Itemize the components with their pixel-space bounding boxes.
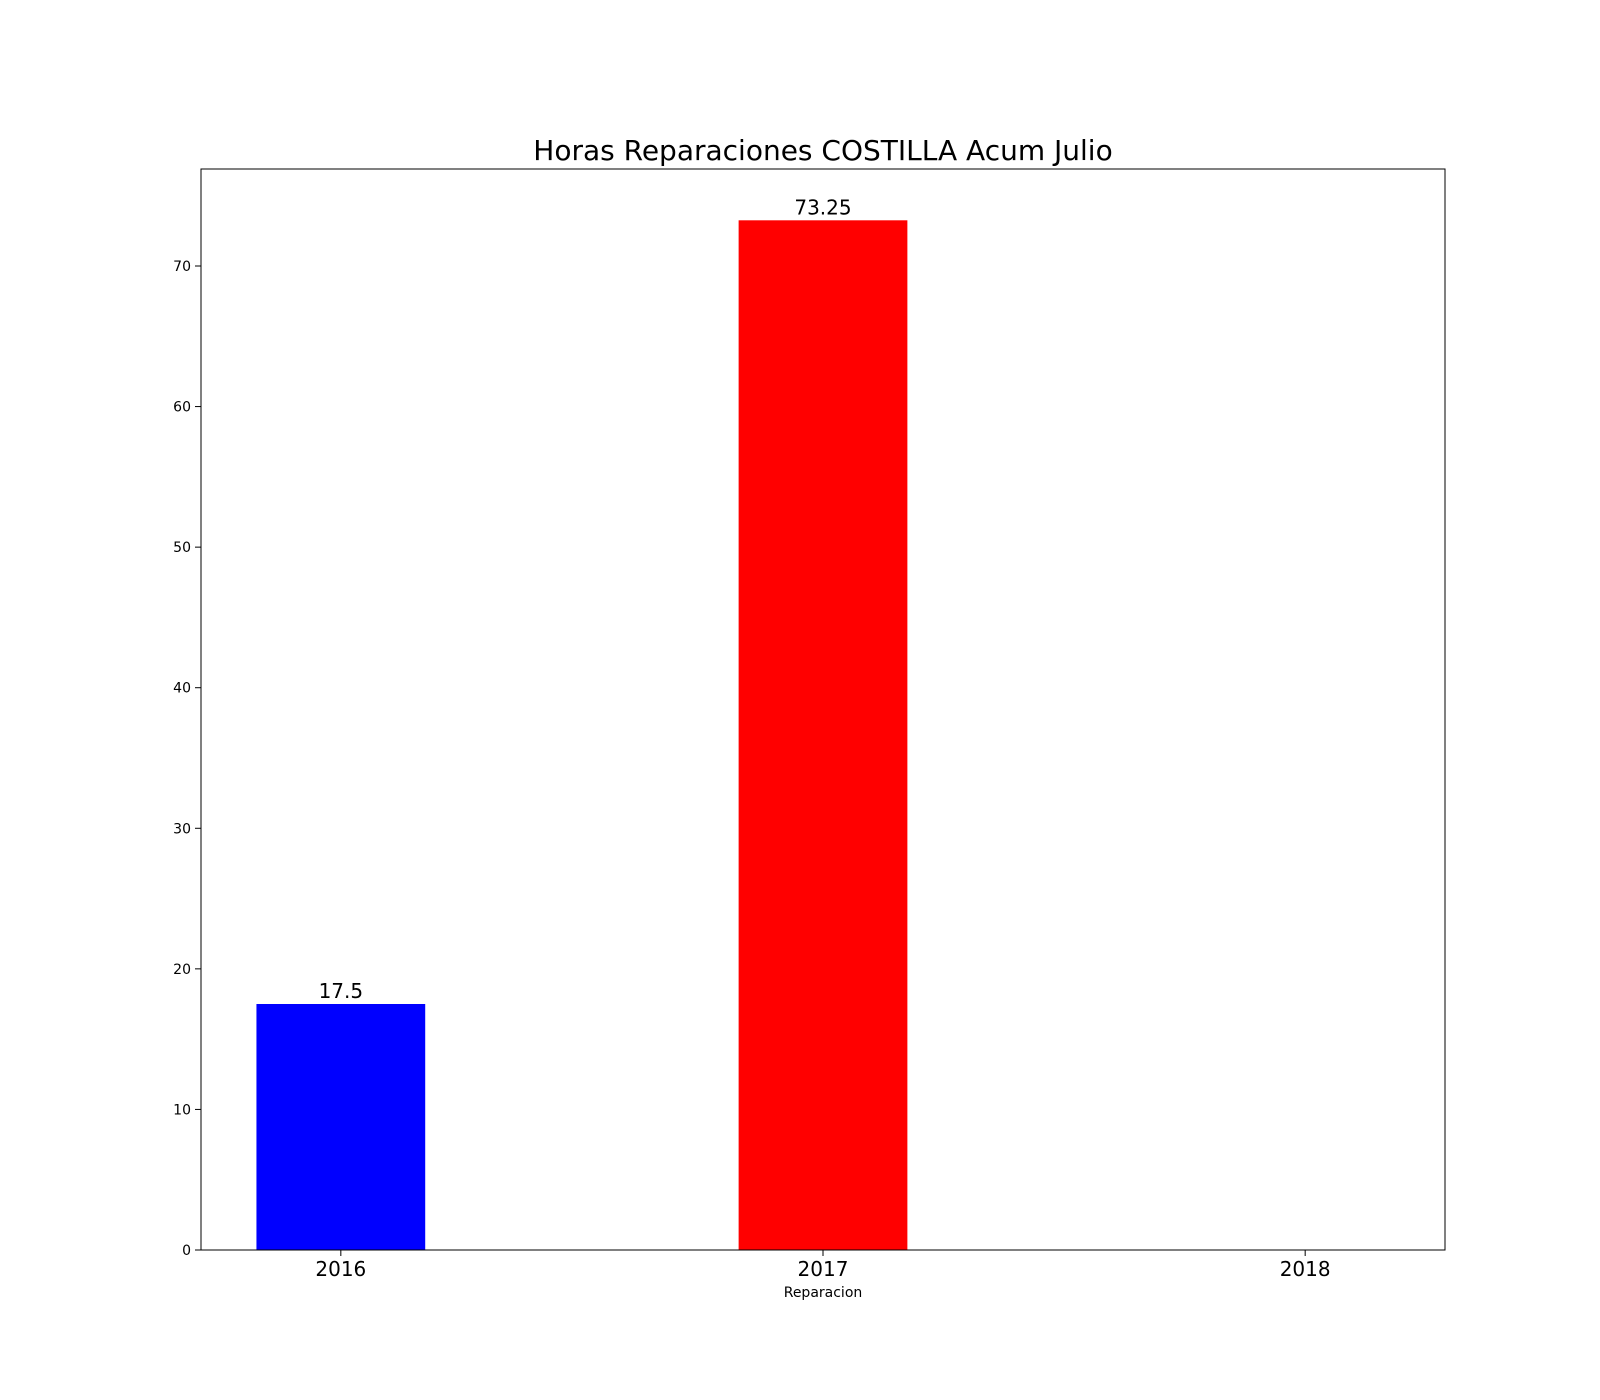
y-tick-label: 30	[173, 821, 191, 837]
data-labels: 17.5 73.25	[319, 195, 852, 1003]
bars	[256, 220, 908, 1250]
plot-frame	[200, 168, 1446, 1251]
data-label-2016: 17.5	[319, 979, 364, 1003]
x-tick-label-2016: 2016	[315, 1257, 366, 1281]
y-tick-label: 0	[182, 1243, 191, 1259]
data-label-2017: 73.25	[794, 195, 851, 219]
bar-2016	[256, 1003, 426, 1250]
y-tick-label: 60	[173, 400, 191, 416]
y-tick-label: 40	[173, 681, 191, 697]
x-tick-label-2017: 2017	[798, 1257, 849, 1281]
x-tick-label-2018: 2018	[1280, 1257, 1331, 1281]
y-tick-label: 20	[173, 962, 191, 978]
chart-title: Horas Reparaciones COSTILLA Acum Julio	[533, 134, 1112, 167]
x-axis: 2016 2017 2018	[315, 1250, 1331, 1281]
y-tick-label: 10	[173, 1102, 191, 1118]
y-tick-label: 70	[173, 259, 191, 275]
x-axis-label: Reparacion	[784, 1285, 863, 1301]
y-axis: 0 10 20 30 40 50 60 70	[173, 259, 201, 1259]
y-tick-label: 50	[173, 540, 191, 556]
bar-2017	[738, 220, 908, 1250]
